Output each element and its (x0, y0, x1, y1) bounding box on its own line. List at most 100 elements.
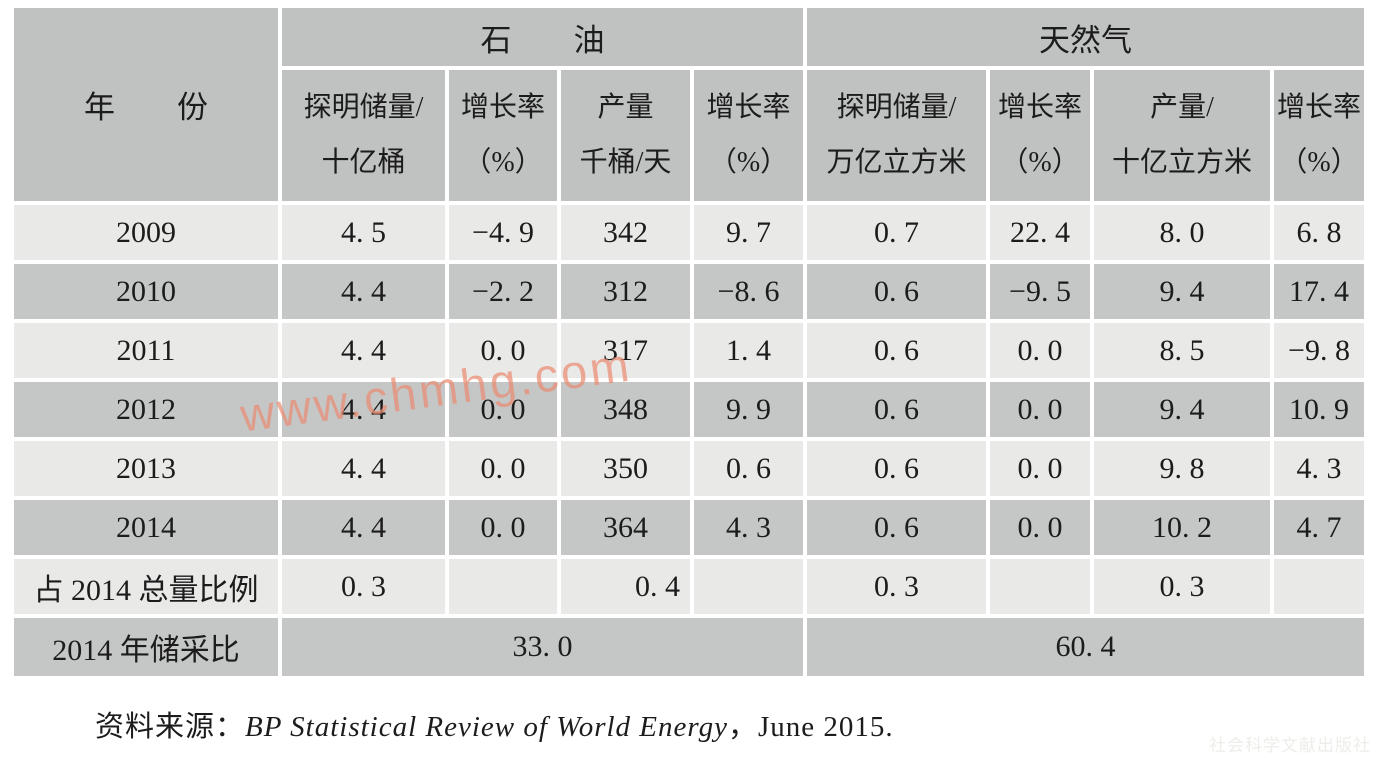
reserve-ratio-label: 2014 年储采比 (14, 618, 278, 676)
data-cell: 9. 4 (1094, 264, 1270, 319)
data-cell: 312 (561, 264, 690, 319)
source-suffix: ，June 2015. (727, 711, 894, 743)
table-row-2014: 2014 4. 4 0. 0 364 4. 3 0. 6 0. 0 10. 2 … (14, 500, 1364, 555)
col-header-line2: （%） (708, 146, 789, 178)
data-cell: 0. 6 (807, 323, 986, 378)
data-cell: −2. 2 (449, 264, 557, 319)
data-cell: 4. 3 (1274, 441, 1364, 496)
table-row-2013: 2013 4. 4 0. 0 350 0. 6 0. 6 0. 0 9. 8 4… (14, 441, 1364, 496)
data-cell: 0. 0 (990, 441, 1090, 496)
data-cell: 0. 6 (807, 441, 986, 496)
col-header-line1: 增长率 (1276, 91, 1361, 123)
data-cell: 0. 6 (694, 441, 803, 496)
data-cell: 0. 6 (807, 382, 986, 437)
data-cell: 17. 4 (1274, 264, 1364, 319)
data-cell: 4. 4 (282, 382, 445, 437)
data-cell: 4. 7 (1274, 500, 1364, 555)
table-row-2010: 2010 4. 4 −2. 2 312 −8. 6 0. 6 −9. 5 9. … (14, 264, 1364, 319)
data-cell: 4. 3 (694, 500, 803, 555)
table-row-2009: 2009 4. 5 −4. 9 342 9. 7 0. 7 22. 4 8. 0… (14, 205, 1364, 260)
data-cell: 364 (561, 500, 690, 555)
data-cell: 4. 4 (282, 264, 445, 319)
oil-gas-statistics-table: 年 份 石 油 天然气 探明储量/ 十亿桶 增长率 （%） 产量 千桶/天 增长… (10, 4, 1368, 680)
data-cell: 0. 4 (561, 559, 690, 614)
data-cell: 317 (561, 323, 690, 378)
col-header-line2: 十亿桶 (321, 146, 406, 178)
data-cell: 10. 2 (1094, 500, 1270, 555)
data-cell: −9. 5 (990, 264, 1090, 319)
data-cell: 9. 8 (1094, 441, 1270, 496)
year-cell: 2011 (14, 323, 278, 378)
data-cell: 8. 0 (1094, 205, 1270, 260)
share-row-label: 占 2014 总量比例 (14, 559, 278, 614)
data-cell: 0. 3 (282, 559, 445, 614)
data-cell: 0. 3 (807, 559, 986, 614)
energy-table-container: 年 份 石 油 天然气 探明储量/ 十亿桶 增长率 （%） 产量 千桶/天 增长… (10, 4, 1368, 680)
data-cell: 0. 6 (807, 264, 986, 319)
data-cell (694, 559, 803, 614)
gas-reserve-ratio-value: 60. 4 (807, 618, 1364, 676)
col-header-gas-reserves: 探明储量/ 万亿立方米 (807, 70, 986, 201)
col-header-line1: 增长率 (997, 91, 1082, 123)
col-header-line1: 产量/ (1150, 91, 1214, 123)
data-cell: 0. 0 (449, 323, 557, 378)
group-header-row: 年 份 石 油 天然气 (14, 8, 1364, 201)
data-cell: 0. 3 (1094, 559, 1270, 614)
data-cell: 22. 4 (990, 205, 1090, 260)
year-cell: 2009 (14, 205, 278, 260)
data-cell: 4. 4 (282, 441, 445, 496)
data-cell: −8. 6 (694, 264, 803, 319)
data-cell: 4. 4 (282, 323, 445, 378)
gas-group-header: 天然气 (807, 8, 1364, 66)
col-header-line1: 产量 (597, 91, 654, 123)
data-cell: 0. 0 (449, 441, 557, 496)
data-cell (1274, 559, 1364, 614)
data-cell: 0. 0 (990, 382, 1090, 437)
data-cell: 0. 0 (449, 500, 557, 555)
data-cell: 1. 4 (694, 323, 803, 378)
col-header-line2: （%） (1000, 146, 1080, 178)
data-cell: 350 (561, 441, 690, 496)
year-cell: 2014 (14, 500, 278, 555)
data-cell: 0. 0 (990, 500, 1090, 555)
data-cell: 10. 9 (1274, 382, 1364, 437)
data-cell: 8. 5 (1094, 323, 1270, 378)
col-header-oil-production: 产量 千桶/天 (561, 70, 690, 201)
col-header-line1: 增长率 (460, 91, 545, 123)
data-cell: 0. 0 (990, 323, 1090, 378)
oil-reserve-ratio-value: 33. 0 (282, 618, 803, 676)
source-note: 资料来源：BP Statistical Review of World Ener… (95, 703, 894, 745)
data-cell: 9. 7 (694, 205, 803, 260)
data-cell: 9. 4 (1094, 382, 1270, 437)
col-header-line1: 探明储量/ (836, 91, 957, 123)
data-cell (449, 559, 557, 614)
year-cell: 2013 (14, 441, 278, 496)
col-header-line1: 探明储量/ (303, 91, 424, 123)
col-header-line2: （%） (463, 146, 543, 178)
source-title: BP Statistical Review of World Energy (245, 711, 728, 743)
col-header-gas-production: 产量/ 十亿立方米 (1094, 70, 1270, 201)
publisher-watermark: 社会科学文献出版社 (1209, 736, 1371, 755)
data-cell (990, 559, 1090, 614)
data-cell: 6. 8 (1274, 205, 1364, 260)
table-row-share-of-2014-total: 占 2014 总量比例 0. 3 0. 4 0. 3 0. 3 (14, 559, 1364, 614)
data-cell: 342 (561, 205, 690, 260)
col-header-line2: 千桶/天 (579, 146, 672, 178)
table-row-2012: 2012 4. 4 0. 0 348 9. 9 0. 6 0. 0 9. 4 1… (14, 382, 1364, 437)
data-cell: 4. 4 (282, 500, 445, 555)
data-cell: 0. 6 (807, 500, 986, 555)
col-header-gas-reserves-growth: 增长率 （%） (990, 70, 1090, 201)
data-cell: 348 (561, 382, 690, 437)
table-row-reserve-production-ratio: 2014 年储采比 33. 0 60. 4 (14, 618, 1364, 676)
data-cell: 0. 0 (449, 382, 557, 437)
data-cell: 9. 9 (694, 382, 803, 437)
data-cell: −4. 9 (449, 205, 557, 260)
year-column-header: 年 份 (14, 8, 278, 201)
data-cell: 4. 5 (282, 205, 445, 260)
col-header-oil-production-growth: 增长率 （%） (694, 70, 803, 201)
col-header-gas-production-growth: 增长率 （%） (1274, 70, 1364, 201)
col-header-line2: 十亿立方米 (1111, 146, 1252, 178)
col-header-line2: （%） (1279, 146, 1359, 178)
source-prefix: 资料来源： (95, 711, 246, 743)
table-row-2011: 2011 4. 4 0. 0 317 1. 4 0. 6 0. 0 8. 5 −… (14, 323, 1364, 378)
